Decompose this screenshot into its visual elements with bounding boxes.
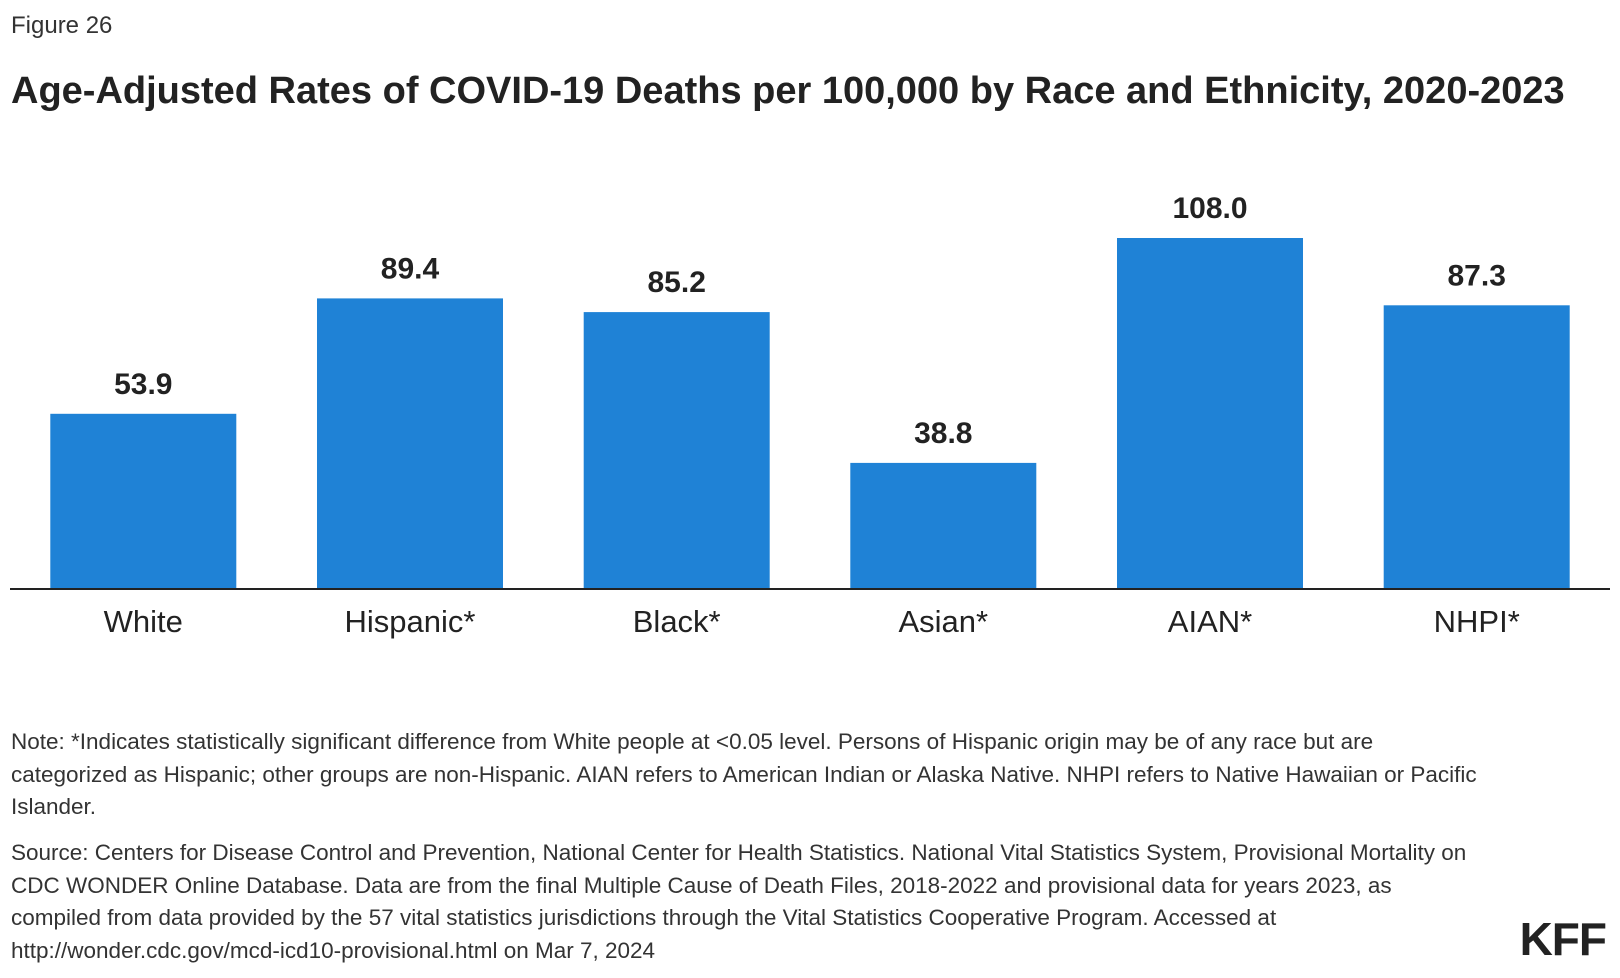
bar-black: [583, 312, 770, 589]
x-tick-label: NHPI*: [1434, 604, 1520, 639]
x-tick-label: White: [104, 604, 183, 639]
chart-note: Note: *Indicates statistically significa…: [11, 729, 1477, 819]
x-tick-label: Asian*: [898, 604, 988, 639]
chart-source: Source: Centers for Disease Control and …: [11, 840, 1467, 963]
bar-nhpi: [1383, 305, 1570, 589]
data-label: 53.9: [114, 368, 172, 401]
x-tick-label: Black*: [633, 604, 721, 639]
data-label: 38.8: [914, 417, 972, 450]
figure-label: Figure 26: [11, 12, 113, 39]
bar-aian: [1117, 238, 1303, 589]
data-label: 87.3: [1448, 259, 1506, 292]
data-label: 89.4: [381, 252, 440, 285]
data-label: 85.2: [648, 266, 706, 299]
chart-title: Age-Adjusted Rates of COVID-19 Deaths pe…: [11, 70, 1565, 112]
bar-hispanic: [317, 298, 503, 589]
kff-logo: KFF: [1519, 913, 1607, 965]
bar-white: [50, 413, 237, 589]
data-label: 108.0: [1172, 192, 1247, 225]
bar-asian: [850, 462, 1037, 589]
x-tick-label: Hispanic*: [345, 604, 476, 639]
x-tick-label: AIAN*: [1168, 604, 1252, 639]
bar-chart: 53.9 White 89.4 Hispanic* 85.2 Black* 38.8 Asia…: [10, 192, 1610, 639]
